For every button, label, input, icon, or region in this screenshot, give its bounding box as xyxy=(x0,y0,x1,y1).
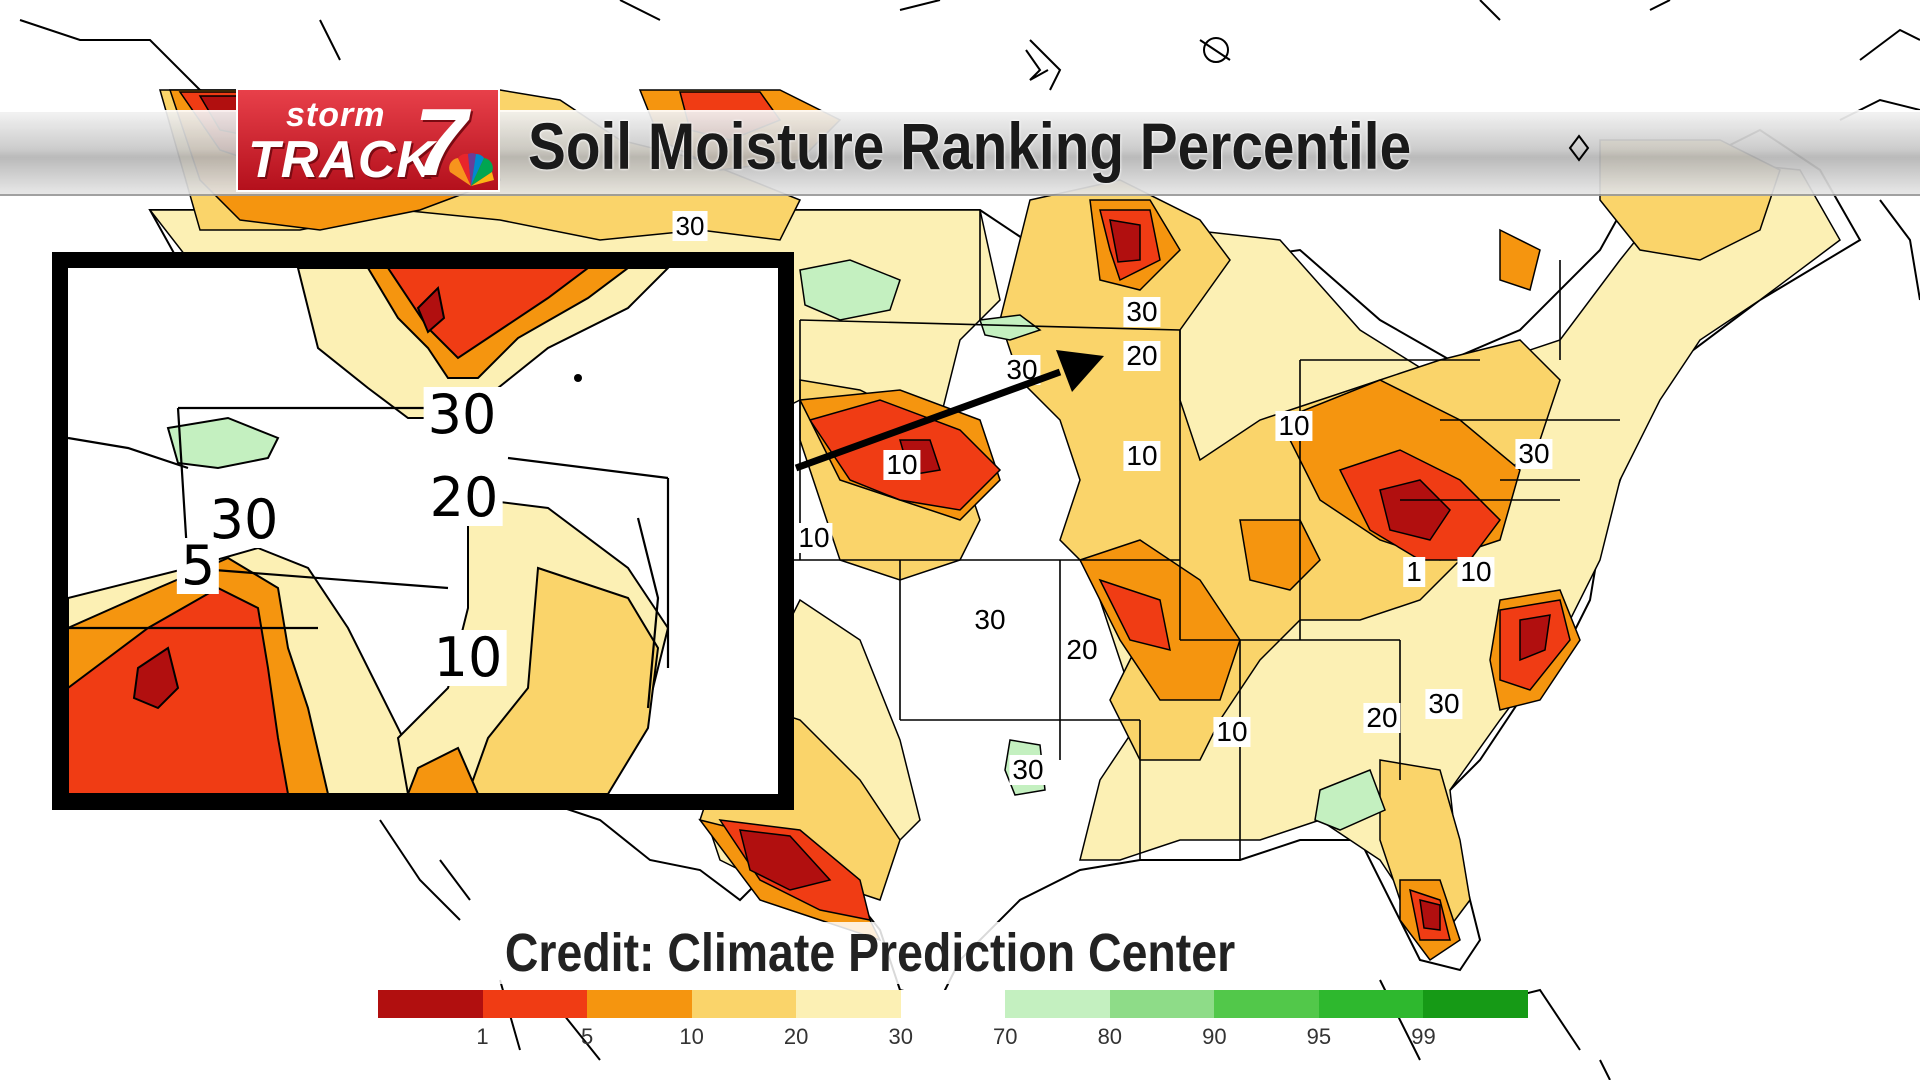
inset-label: 30 xyxy=(423,387,501,443)
storm-track-logo: storm TRACK 7 xyxy=(236,88,500,196)
legend-swatch xyxy=(482,990,588,1018)
peacock-icon xyxy=(449,153,494,186)
logo-number: 7 xyxy=(414,89,468,196)
zoom-inset: 30 20 30 5 10 xyxy=(52,252,794,810)
legend-swatch xyxy=(1423,990,1528,1018)
legend-swatch xyxy=(796,990,901,1018)
inset-label: 10 xyxy=(429,630,507,686)
map-label: 30 xyxy=(1009,755,1047,785)
inset-label: 30 xyxy=(205,492,283,548)
map-label: 10 xyxy=(1275,411,1313,441)
legend-swatch xyxy=(587,990,692,1018)
map-label: 30 xyxy=(971,605,1009,635)
map-label: 30 xyxy=(1515,439,1553,469)
logo-word-track: TRACK xyxy=(248,131,435,189)
map-label: 30 xyxy=(1425,689,1463,719)
diamond-icon xyxy=(1568,134,1590,162)
map-label: 20 xyxy=(1063,635,1101,665)
map-label: 10 xyxy=(1457,557,1495,587)
legend-swatch xyxy=(900,990,1006,1018)
legend-tick-label: 1 xyxy=(476,1024,489,1049)
legend-tick-label: 5 xyxy=(580,1024,594,1049)
inset-label: 20 xyxy=(425,470,503,526)
legend-tick-label: 95 xyxy=(1306,1024,1332,1049)
credit-caption: Credit: Climate Prediction Center xyxy=(498,922,1243,984)
inset-label: 5 xyxy=(176,538,220,594)
map-label: 30 xyxy=(672,211,708,241)
legend-swatch xyxy=(1318,990,1424,1018)
legend-tick-label: 30 xyxy=(888,1024,913,1049)
color-legend: 1 5 10 20 30 70 80 90 95 99 xyxy=(378,990,1528,1049)
legend-tick-label: 20 xyxy=(783,1024,809,1049)
legend-tick-label: 90 xyxy=(1202,1024,1227,1049)
inset-map xyxy=(68,268,778,794)
map-label: 10 xyxy=(1123,441,1161,471)
legend-swatch xyxy=(1214,990,1319,1018)
legend-swatch xyxy=(1005,990,1110,1018)
coastline-lines xyxy=(19,0,1920,1080)
legend-swatch xyxy=(1109,990,1215,1018)
legend-tick-label: 80 xyxy=(1097,1024,1123,1049)
map-label: 30 xyxy=(1123,297,1161,327)
page-title: Soil Moisture Ranking Percentile xyxy=(528,109,1412,183)
logo-word-storm: storm xyxy=(286,96,386,134)
legend-tick-label: 99 xyxy=(1411,1024,1436,1049)
map-label: 20 xyxy=(1123,341,1161,371)
map-label: 20 xyxy=(1363,703,1401,733)
legend-swatch xyxy=(691,990,797,1018)
legend-tick-label: 70 xyxy=(993,1024,1018,1049)
legend-tick-label: 10 xyxy=(679,1024,704,1049)
map-label: 10 xyxy=(795,523,833,553)
legend-swatch xyxy=(378,990,483,1018)
map-label: 10 xyxy=(883,450,921,480)
map-label: 10 xyxy=(1213,717,1251,747)
map-label: 1 xyxy=(1403,557,1425,587)
